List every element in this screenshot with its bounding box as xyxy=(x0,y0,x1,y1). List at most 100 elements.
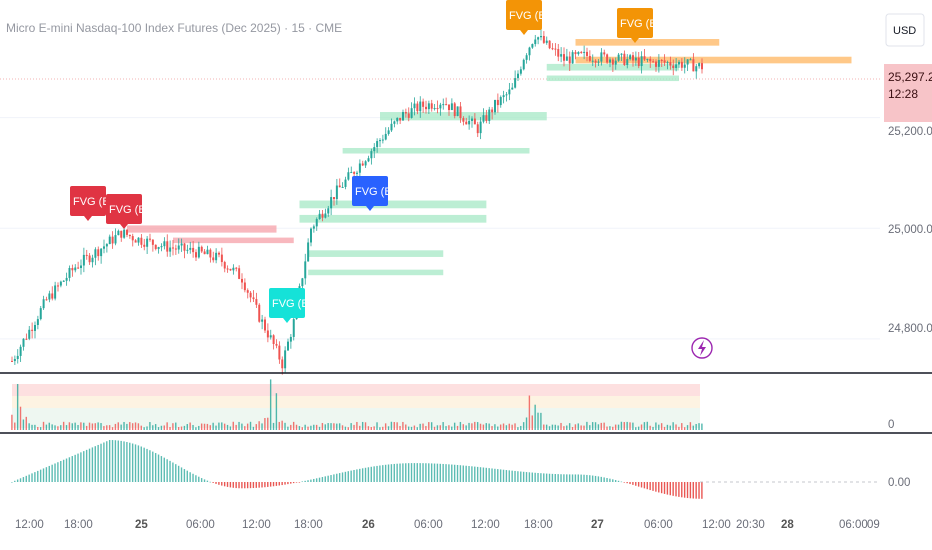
candle-body-237 xyxy=(692,59,695,72)
volume-bar-34 xyxy=(108,425,111,430)
oscillator-bar-90 xyxy=(269,482,272,487)
volume-bar-169 xyxy=(497,426,499,430)
volume-bar-38 xyxy=(120,424,122,430)
volume-bar-44 xyxy=(137,423,140,430)
volume-bar-92 xyxy=(275,393,278,430)
oscillator-bar-68 xyxy=(206,480,209,482)
volume-bar-17 xyxy=(60,425,62,430)
candle-body-103 xyxy=(307,242,310,262)
volume-bar-61 xyxy=(186,424,188,430)
oscillator-bar-212 xyxy=(620,481,623,483)
volume-bar-58 xyxy=(177,427,180,430)
candle-body-217 xyxy=(634,57,637,61)
oscillator-bar-29 xyxy=(94,446,96,482)
candle-body-91 xyxy=(272,335,275,344)
oscillator-bar-74 xyxy=(223,482,226,487)
candle-body-43 xyxy=(134,240,137,243)
volume-bar-67 xyxy=(203,423,206,430)
volume-bar-162 xyxy=(476,422,479,430)
candle-body-214 xyxy=(626,59,629,66)
candle-body-190 xyxy=(557,49,560,57)
volume-bar-138 xyxy=(407,426,410,430)
oscillator-bar-125 xyxy=(370,466,372,482)
candle-body-4 xyxy=(22,338,25,347)
candle-body-72 xyxy=(218,252,220,255)
fvg-label-3: FVG (BB+) xyxy=(352,176,409,211)
oscillator-bar-121 xyxy=(359,468,361,482)
lightning-icon[interactable] xyxy=(691,337,713,359)
candle-body-167 xyxy=(491,109,494,113)
oscillator-bar-232 xyxy=(678,482,680,497)
oscillator-bar-41 xyxy=(129,442,131,482)
volume-bar-199 xyxy=(583,425,585,430)
time-tick-8: 06:00 xyxy=(414,519,443,531)
candle-body-69 xyxy=(209,249,212,258)
candle-body-165 xyxy=(485,115,488,121)
oscillator-bar-87 xyxy=(261,482,263,488)
candle-body-202 xyxy=(591,60,594,62)
candle-body-9 xyxy=(36,319,39,325)
candle-body-75 xyxy=(226,268,229,270)
oscillator-bar-143 xyxy=(422,463,424,482)
oscillator-bar-16 xyxy=(57,462,59,482)
oscillator-bar-5 xyxy=(25,475,27,482)
candle-body-78 xyxy=(235,267,238,269)
volume-bar-195 xyxy=(571,427,574,430)
candle-body-3 xyxy=(19,346,22,356)
time-axis[interactable]: 12:00 18:00 25 06:00 12:00 18:00 26 06:00 12:00 1… xyxy=(15,519,880,531)
volume-bar-41 xyxy=(129,422,131,430)
volume-bar-47 xyxy=(146,426,148,430)
candle-body-197 xyxy=(577,51,580,55)
volume-bar-188 xyxy=(551,424,554,430)
oscillator-bar-159 xyxy=(468,466,470,482)
volume-bar-60 xyxy=(183,425,186,430)
oscillator-bar-38 xyxy=(120,440,122,482)
candle-body-53 xyxy=(163,241,166,247)
candle-body-106 xyxy=(315,219,318,227)
volume-bar-156 xyxy=(459,421,462,430)
oscillator-bar-157 xyxy=(462,465,464,482)
candle-body-144 xyxy=(425,106,427,110)
volume-zero-label: 0 xyxy=(888,419,894,431)
currency-button[interactable]: USD xyxy=(885,13,925,47)
volume-bar-78 xyxy=(235,424,237,430)
main-pane[interactable] xyxy=(0,0,880,372)
volume-bar-235 xyxy=(686,425,689,430)
volume-bar-160 xyxy=(471,423,473,430)
oscillator-bar-176 xyxy=(517,471,519,482)
volume-bar-220 xyxy=(643,422,646,430)
oscillator-bar-23 xyxy=(77,453,79,482)
volume-bar-185 xyxy=(543,424,545,430)
oscillator-bar-135 xyxy=(399,463,401,482)
oscillator-bar-208 xyxy=(609,478,611,482)
oscillator-bar-48 xyxy=(149,450,151,482)
oscillator-bar-127 xyxy=(376,465,378,482)
volume-band-mid xyxy=(12,396,700,408)
fvg-label-text: FVG (BB+) xyxy=(109,204,163,216)
oscillator-bar-142 xyxy=(419,463,421,482)
volume-bar-197 xyxy=(577,423,579,430)
candle-body-229 xyxy=(669,62,672,66)
volume-bar-105 xyxy=(313,424,315,430)
candle-body-235 xyxy=(686,59,689,65)
candle-body-62 xyxy=(189,247,192,250)
volume-band-high xyxy=(12,384,700,396)
volume-bar-104 xyxy=(310,425,312,430)
oscillator-bar-194 xyxy=(568,474,571,482)
candle-body-212 xyxy=(620,53,623,55)
volume-bar-135 xyxy=(399,425,401,430)
candle-body-126 xyxy=(373,147,376,152)
oscillator-bar-45 xyxy=(140,446,142,482)
candle-body-153 xyxy=(450,103,453,111)
candle-body-238 xyxy=(695,66,698,72)
candle-body-161 xyxy=(473,118,476,125)
oscillator-bar-1 xyxy=(14,480,16,482)
candle-body-46 xyxy=(143,244,146,247)
volume-bar-142 xyxy=(419,423,421,430)
candle-body-67 xyxy=(203,251,206,255)
oscillator-bar-32 xyxy=(103,442,105,482)
candle-body-201 xyxy=(588,55,591,61)
price-axis[interactable]: 25,200.00 25,000.00 24,800.00 25,297.25 … xyxy=(884,64,932,489)
volume-bar-129 xyxy=(382,426,384,430)
